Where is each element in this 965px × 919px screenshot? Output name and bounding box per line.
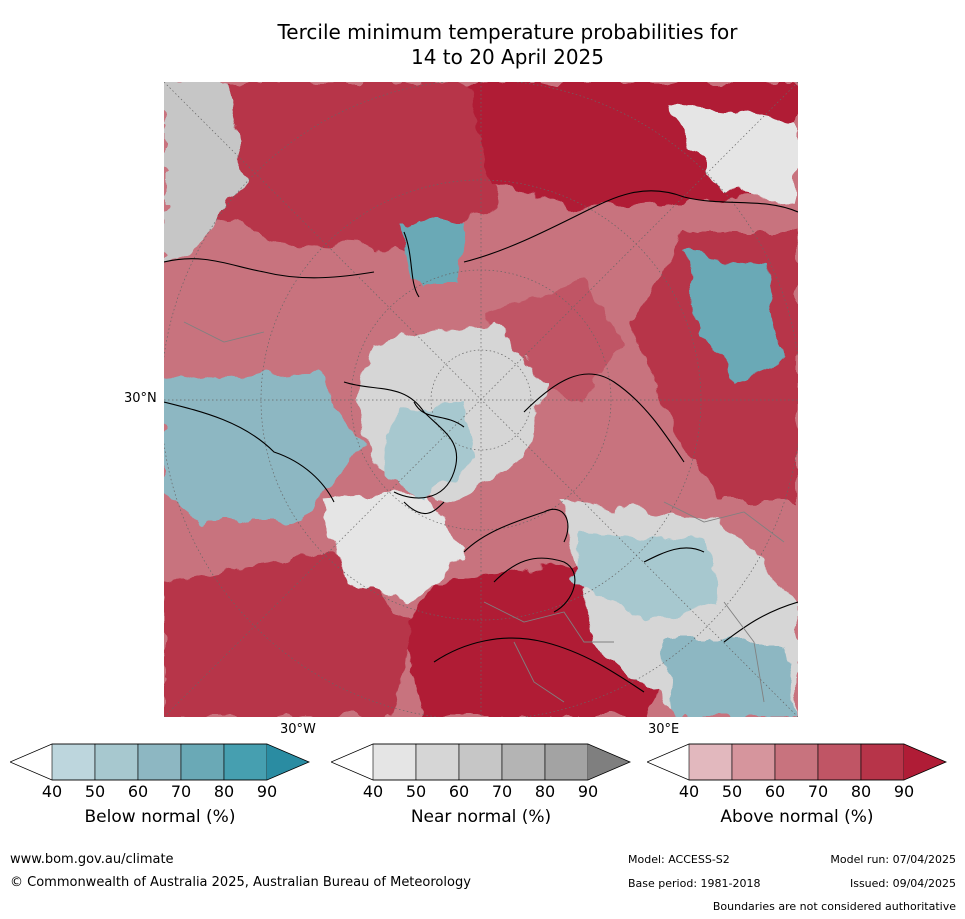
colorbar-above-segment	[688, 743, 733, 781]
colorbar-below-segment	[223, 743, 268, 781]
lat-label-30n: 30°N	[124, 391, 157, 406]
colorbar-near-segment	[458, 743, 503, 781]
colorbar-near-segment	[372, 743, 417, 781]
colorbar-above-high-extension	[904, 744, 946, 780]
colorbar-near-segment	[544, 743, 589, 781]
footer-boundaries: Boundaries are not considered authoritat…	[712, 900, 956, 913]
colorbar-near-segment	[415, 743, 460, 781]
colorbar-above-tick-label: 40	[678, 782, 700, 801]
colorbar-above-tick-label: 60	[764, 782, 786, 801]
colorbar-below-segment	[180, 743, 225, 781]
near-region-top-right	[664, 102, 798, 202]
colorbar-below-segment	[51, 743, 96, 781]
colorbar-label-near: Near normal (%)	[410, 807, 552, 827]
lon-label-30w: 30°W	[280, 722, 316, 737]
footer-issued: Issued: 09/04/2025	[849, 877, 956, 890]
colorbar-above-segment	[817, 743, 862, 781]
footer-url: www.bom.gov.au/climate	[10, 852, 174, 867]
lon-label-30e: 30°E	[648, 722, 680, 737]
colorbar-near-tick-label: 50	[405, 782, 427, 801]
colorbar-below-tick-label: 90	[256, 782, 278, 801]
colorbar-label-below: Below normal (%)	[84, 807, 236, 827]
colorbar-above-normal	[647, 743, 947, 781]
colorbar-above-segment	[860, 743, 905, 781]
colorbar-below-segment	[94, 743, 139, 781]
colorbar-near-high-extension	[588, 744, 630, 780]
footer-model-run: Model run: 07/04/2025	[830, 853, 956, 866]
colorbar-below-tick-label: 40	[41, 782, 63, 801]
colorbar-above-outline	[647, 743, 947, 781]
colorbar-near-tick-label: 70	[491, 782, 513, 801]
colorbar-near-tick-label: 80	[534, 782, 556, 801]
colorbar-near-tick-label: 60	[448, 782, 470, 801]
footer-base-period: Base period: 1981-2018	[628, 877, 761, 890]
above-region-north-pacific	[184, 82, 504, 252]
colorbar-below-normal	[10, 743, 310, 781]
footer-model: Model: ACCESS-S2	[628, 853, 730, 866]
colorbar-near-normal	[331, 743, 631, 781]
above-region-pacific-south	[164, 552, 414, 717]
colorbar-above-low-extension	[647, 744, 689, 780]
colorbar-above-segment	[731, 743, 776, 781]
graticule	[164, 82, 798, 717]
below-region-middle-east	[574, 532, 724, 622]
colorbar-below-tick-label: 80	[213, 782, 235, 801]
colorbar-above-segment	[774, 743, 819, 781]
colorbar-above-tick-label: 70	[807, 782, 829, 801]
below-region-africa-edge	[664, 642, 798, 717]
colorbar-near-outline	[331, 743, 631, 781]
country-boundaries	[183, 321, 785, 703]
colorbar-below-outline	[10, 743, 310, 781]
colorbar-below-tick-label: 50	[84, 782, 106, 801]
colorbar-near-segment	[501, 743, 546, 781]
colorbar-below-high-extension	[267, 744, 309, 780]
footer-copyright: © Commonwealth of Australia 2025, Austra…	[10, 875, 471, 890]
probability-map	[164, 82, 798, 717]
coastlines	[164, 190, 798, 693]
colorbar-below-low-extension	[10, 744, 52, 780]
colorbar-near-tick-label: 40	[362, 782, 384, 801]
colorbar-near-tick-label: 90	[577, 782, 599, 801]
near-region-left-edge	[164, 82, 244, 262]
colorbar-below-tick-label: 70	[170, 782, 192, 801]
title-line-1: Tercile minimum temperature probabilitie…	[277, 20, 738, 44]
chart-title: Tercile minimum temperature probabilitie…	[0, 20, 965, 70]
colorbar-above-tick-label: 80	[850, 782, 872, 801]
colorbar-near-low-extension	[331, 744, 373, 780]
below-region-north-america	[164, 372, 364, 522]
below-region-central-asia	[684, 252, 784, 382]
colorbar-below-tick-label: 60	[127, 782, 149, 801]
title-line-2: 14 to 20 April 2025	[410, 45, 605, 69]
colorbar-label-above: Above normal (%)	[720, 807, 874, 827]
colorbar-below-segment	[137, 743, 182, 781]
colorbar-above-tick-label: 90	[893, 782, 915, 801]
colorbar-above-tick-label: 50	[721, 782, 743, 801]
below-region-alaska	[404, 222, 464, 282]
